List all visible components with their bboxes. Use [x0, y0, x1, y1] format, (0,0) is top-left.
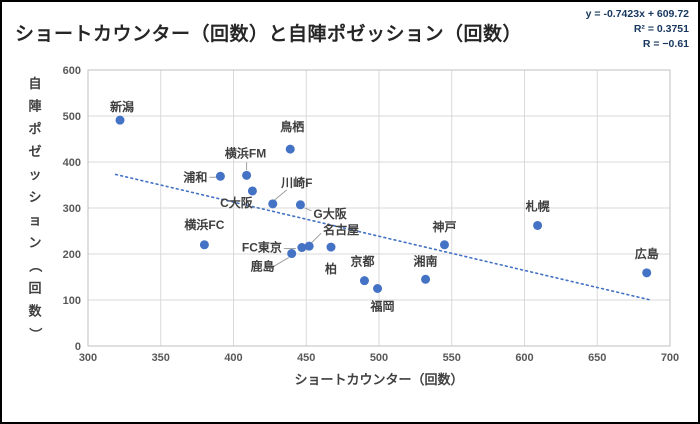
data-label-柏: 柏	[325, 261, 337, 276]
data-label-神戸: 神戸	[432, 219, 456, 234]
plot-border	[87, 69, 671, 347]
x-axis-title: ショートカウンター（回数）	[294, 372, 463, 387]
data-label-札幌: 札幌	[525, 198, 550, 213]
y-axis-title-char: 自	[28, 76, 41, 91]
data-label-鳥栖: 鳥栖	[280, 119, 304, 134]
leader-line-川崎F	[274, 189, 288, 201]
y-axis-title-char: 数	[28, 303, 42, 318]
y-axis-title-char: ッ	[28, 167, 41, 182]
trendline-equation-box: y = -0.7423x + 609.72 R² = 0.3751 R = −0…	[586, 7, 689, 52]
leader-line-G大阪	[304, 207, 312, 212]
data-label-浦和: 浦和	[183, 169, 207, 184]
data-point-浦和[interactable]	[215, 171, 225, 181]
data-label-名古屋: 名古屋	[323, 222, 359, 237]
data-label-FC東京: FC東京	[242, 240, 282, 255]
data-label-鹿島: 鹿島	[251, 259, 275, 274]
data-label-横浜FC: 横浜FC	[184, 217, 224, 232]
data-label-福岡: 福岡	[370, 299, 395, 314]
leader-line-鹿島	[271, 257, 289, 268]
data-point-横浜FC[interactable]	[199, 240, 209, 250]
data-point-C大阪[interactable]	[247, 186, 257, 196]
y-axis-title-char: ）	[28, 327, 43, 340]
data-label-G大阪: G大阪	[313, 206, 347, 221]
y-axis-title-char: ゼ	[28, 144, 41, 159]
data-point-柏[interactable]	[326, 242, 336, 252]
y-axis-title-char: 回	[28, 281, 41, 296]
data-label-広島: 広島	[635, 246, 659, 261]
x-tick-350: 350	[152, 352, 170, 364]
x-tick-550: 550	[443, 352, 461, 364]
x-tick-400: 400	[224, 352, 242, 364]
data-point-鹿島[interactable]	[287, 249, 297, 259]
data-label-京都: 京都	[350, 254, 374, 269]
data-point-湘南[interactable]	[421, 274, 431, 284]
data-point-FC東京[interactable]	[297, 243, 307, 253]
y-axis-title-char: シ	[28, 190, 41, 205]
data-point-京都[interactable]	[359, 276, 369, 286]
data-point-名古屋[interactable]	[304, 241, 314, 251]
data-point-G大阪[interactable]	[295, 200, 305, 210]
data-point-神戸[interactable]	[439, 240, 449, 250]
x-tick-600: 600	[515, 352, 533, 364]
data-label-川崎F: 川崎F	[280, 175, 312, 190]
y-axis-title-char: ポ	[28, 121, 41, 136]
data-point-札幌[interactable]	[533, 220, 543, 230]
data-point-鳥栖[interactable]	[285, 144, 295, 154]
x-tick-500: 500	[370, 352, 388, 364]
y-tick-200: 200	[63, 249, 81, 261]
data-label-新潟: 新潟	[110, 99, 134, 114]
x-tick-700: 700	[661, 352, 679, 364]
x-tick-650: 650	[588, 352, 606, 364]
trendline	[114, 173, 651, 301]
x-tick-300: 300	[79, 352, 97, 364]
data-point-川崎F[interactable]	[268, 199, 278, 209]
data-point-広島[interactable]	[642, 268, 652, 278]
data-label-湘南: 湘南	[414, 253, 438, 268]
r-squared-value: R² = 0.3751	[633, 23, 689, 35]
y-axis-title-char: ョ	[28, 212, 41, 227]
y-tick-300: 300	[63, 203, 81, 215]
y-tick-100: 100	[63, 295, 81, 307]
trendline-equation: y = -0.7423x + 609.72	[585, 8, 689, 20]
y-tick-600: 600	[63, 65, 81, 77]
data-label-C大阪: C大阪	[220, 195, 254, 210]
data-label-横浜FM: 横浜FM	[225, 145, 266, 160]
chart-title: ショートカウンター（回数）と自陣ポゼッション（回数）	[15, 24, 523, 45]
y-axis-title-char: ン	[28, 235, 41, 250]
data-point-新潟[interactable]	[115, 115, 125, 125]
leader-line-名古屋	[310, 232, 322, 244]
r-value: R = −0.61	[642, 38, 689, 50]
data-point-福岡[interactable]	[373, 284, 383, 293]
y-axis-title-char: 陣	[28, 99, 41, 114]
y-tick-500: 500	[63, 111, 81, 123]
y-tick-400: 400	[63, 157, 81, 169]
x-tick-450: 450	[297, 352, 315, 364]
data-point-横浜FM[interactable]	[242, 170, 252, 180]
y-axis-title-char: （	[28, 259, 43, 272]
y-tick-0: 0	[75, 341, 81, 353]
